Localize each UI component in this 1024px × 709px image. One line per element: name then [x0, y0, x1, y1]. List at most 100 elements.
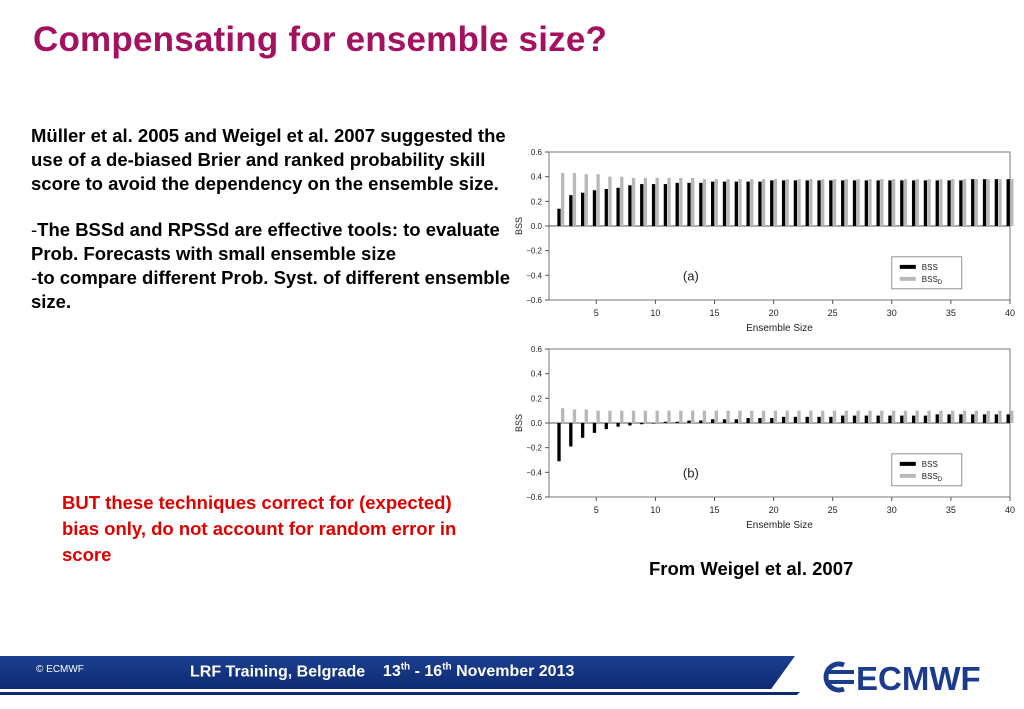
bar-bss_d	[560, 408, 565, 423]
y-tick-label: 0.2	[531, 394, 543, 403]
y-tick-label: 0.4	[531, 370, 543, 379]
bar-bss	[640, 423, 644, 425]
x-tick-label: 15	[709, 505, 719, 515]
x-tick-label: 25	[828, 505, 838, 515]
bar-bss	[770, 180, 774, 226]
bar-bss_d	[844, 410, 848, 423]
bar-bss_d	[998, 410, 1002, 423]
bar-bss_d	[702, 410, 707, 423]
slide-title: Compensating for ensemble size?	[33, 20, 608, 59]
y-tick-label: −0.4	[526, 468, 542, 477]
bar-bss_d	[903, 410, 908, 423]
x-tick-label: 20	[769, 505, 779, 515]
x-axis-label: Ensemble Size	[746, 323, 813, 334]
y-tick-label: 0.0	[531, 222, 543, 231]
legend-label: BSS	[922, 460, 938, 469]
bar-bss_d	[726, 179, 730, 226]
bar-bss	[640, 184, 644, 226]
bar-bss	[746, 418, 750, 423]
bar-bss	[959, 414, 963, 423]
bar-bss	[923, 180, 928, 226]
bar-bss	[592, 190, 597, 226]
x-tick-label: 10	[650, 308, 660, 318]
bar-bss	[876, 180, 880, 226]
bar-bss_d	[962, 179, 967, 226]
bar-bss_d	[785, 410, 789, 423]
bar-bss	[888, 415, 892, 423]
bar-bss_d	[785, 179, 789, 226]
y-tick-label: −0.2	[526, 247, 542, 256]
y-tick-label: 0.4	[531, 173, 543, 182]
x-tick-label: 25	[828, 308, 838, 318]
bar-bss_d	[572, 409, 577, 423]
ecmwf-logo: ECMWF	[822, 657, 982, 702]
bar-bss_d	[844, 179, 848, 226]
bar-bss_d	[631, 410, 636, 423]
body-text: Müller et al. 2005 and Weigel et al. 200…	[31, 124, 511, 314]
bar-bss	[604, 189, 608, 226]
bar-bss_d	[821, 410, 825, 423]
bar-bss	[557, 423, 561, 462]
x-tick-label: 20	[769, 308, 779, 318]
bar-bss_d	[880, 179, 884, 226]
bar-bss_d	[903, 179, 908, 226]
x-tick-label: 40	[1005, 505, 1015, 515]
panel-label: (a)	[683, 268, 699, 283]
bar-bss_d	[821, 179, 825, 226]
bar-bss	[628, 423, 632, 426]
bar-bss_d	[761, 179, 766, 226]
bar-bss_d	[998, 179, 1002, 226]
bar-bss_d	[572, 172, 577, 226]
bar-bss_d	[962, 410, 967, 423]
bar-bss_d	[986, 410, 990, 423]
bar-bss_d	[738, 410, 742, 423]
bar-bss_d	[750, 179, 754, 226]
bar-bss_d	[927, 179, 931, 226]
bar-bss	[841, 415, 845, 423]
bullet-dash: -	[31, 267, 38, 288]
bar-bss_d	[915, 410, 919, 423]
bar-bss	[734, 181, 738, 226]
bar-bss	[746, 181, 750, 226]
bar-bss	[616, 423, 620, 427]
bar-bss	[1006, 414, 1010, 423]
bar-bss_d	[608, 410, 612, 423]
bar-bss_d	[761, 410, 766, 423]
bar-bss	[805, 416, 809, 423]
ecmwf-logo-mark: ECMWF	[823, 660, 981, 697]
x-tick-label: 30	[887, 308, 897, 318]
bar-bss	[569, 423, 573, 447]
bar-bss_d	[951, 179, 955, 226]
bar-bss	[781, 180, 786, 226]
bar-bss	[758, 181, 762, 226]
bar-bss	[900, 180, 904, 226]
bar-bss_d	[773, 179, 778, 226]
bar-bss	[734, 419, 738, 423]
bullet-item: -The BSSd and RPSSd are effective tools:…	[31, 218, 511, 266]
x-tick-label: 5	[594, 505, 599, 515]
bar-bss	[663, 184, 668, 226]
bar-bss	[687, 182, 691, 226]
bar-bss_d	[856, 179, 860, 226]
bar-bss	[888, 180, 892, 226]
bar-bss_d	[915, 179, 919, 226]
bar-bss	[829, 180, 833, 226]
footer-bar	[0, 656, 795, 689]
bar-bss	[580, 423, 585, 438]
bar-bss_d	[596, 174, 600, 226]
bar-bss_d	[974, 179, 979, 226]
bar-bss_d	[832, 410, 837, 423]
bar-bss_d	[608, 176, 612, 226]
bar-bss	[793, 180, 798, 226]
bar-bss	[935, 180, 939, 226]
event-name: LRF Training, Belgrade	[190, 663, 366, 681]
bar-bss	[675, 421, 679, 423]
bar-bss	[793, 416, 798, 423]
y-axis-label: BSS	[514, 414, 524, 432]
bar-bss_d	[726, 410, 730, 423]
bar-bss_d	[560, 172, 565, 226]
bar-bss_d	[584, 409, 588, 423]
bar-bss	[900, 415, 904, 423]
chart-a-svg: 0.6 0.4 0.2 0.0 −0.2 −0.4 −0.6 5 10 15 20 25 30 35 40 E…	[514, 148, 1015, 334]
bar-bss_d	[797, 410, 801, 423]
